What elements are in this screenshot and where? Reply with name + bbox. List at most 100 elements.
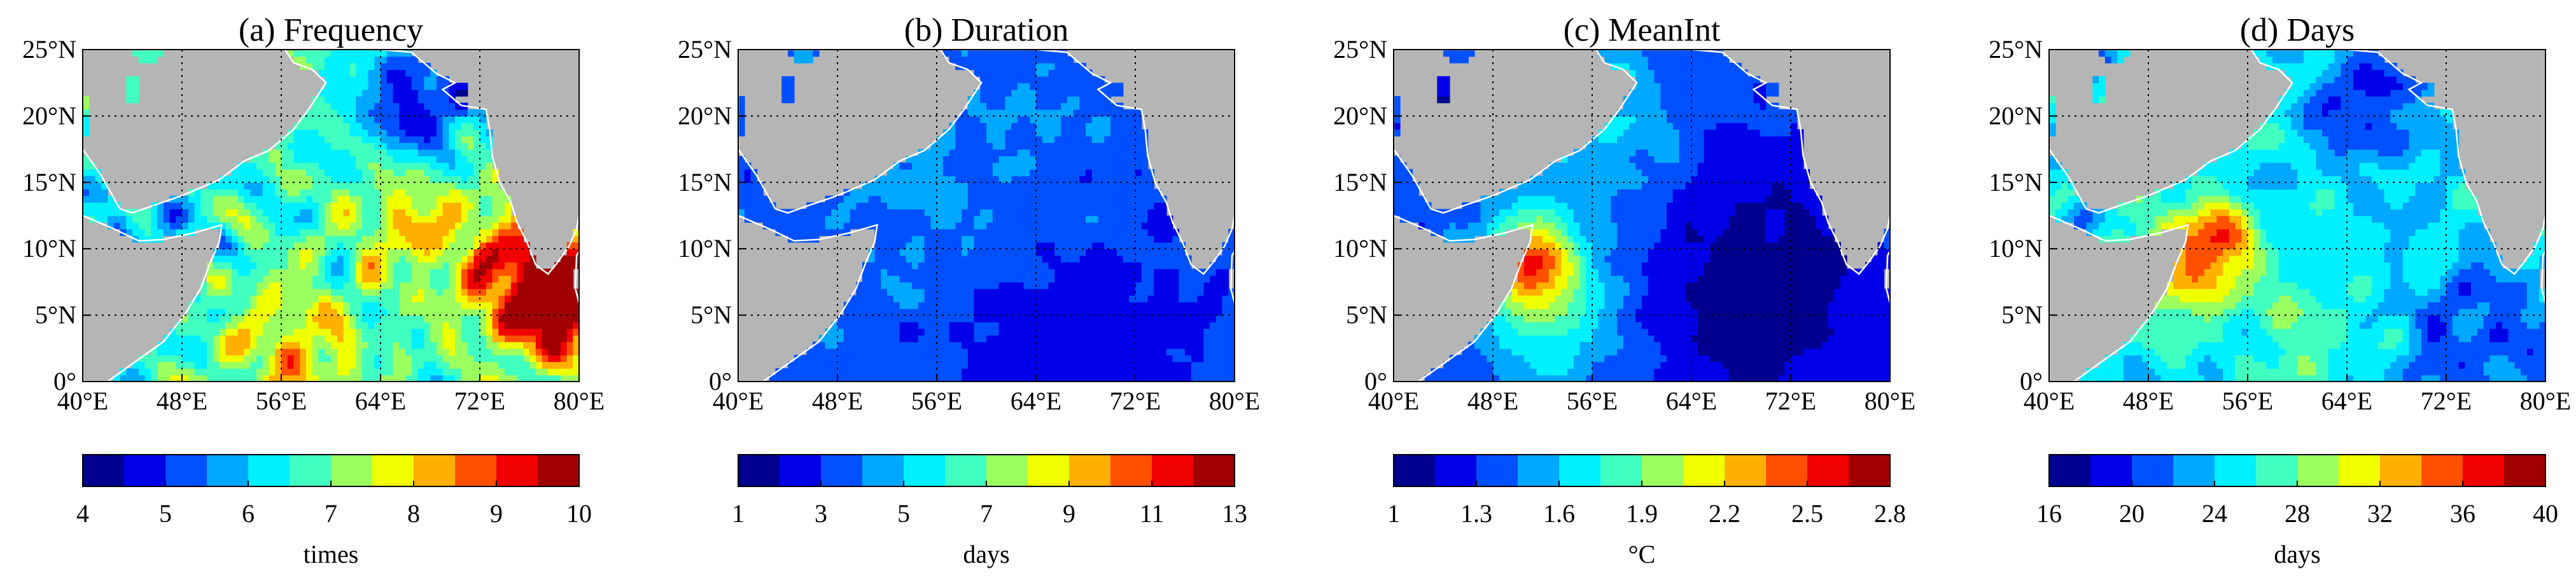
field-cell — [980, 169, 987, 177]
field-cell — [331, 282, 338, 289]
field-cell — [275, 209, 282, 216]
field-cell — [992, 235, 1000, 243]
field-cell — [424, 375, 431, 382]
field-cell — [374, 76, 381, 83]
field-cell — [893, 182, 900, 189]
field-cell — [1054, 76, 1061, 83]
field-cell — [381, 341, 388, 349]
field-cell — [1147, 216, 1155, 223]
field-cell — [244, 282, 251, 289]
field-cell — [1067, 328, 1074, 336]
field-cell — [1098, 288, 1105, 296]
field-cell — [256, 301, 263, 309]
field-cell — [1086, 295, 1093, 303]
field-cell — [480, 109, 487, 117]
field-cell — [213, 341, 220, 349]
field-cell — [318, 288, 326, 296]
field-cell — [455, 102, 462, 110]
field-cell — [250, 255, 257, 263]
field-cell — [998, 169, 1006, 177]
field-cell — [194, 334, 202, 343]
field-cell — [287, 242, 295, 249]
field-cell — [269, 156, 276, 163]
field-cell — [405, 182, 412, 189]
field-cell — [1098, 375, 1105, 382]
field-cell — [1129, 375, 1136, 382]
field-cell — [207, 268, 214, 276]
field-cell — [386, 169, 394, 177]
field-cell — [1104, 268, 1111, 276]
field-cell — [237, 235, 245, 243]
field-cell — [1036, 129, 1043, 137]
field-cell — [287, 195, 295, 203]
field-cell — [1086, 169, 1093, 177]
field-cell — [794, 375, 801, 382]
field-cell — [374, 348, 381, 355]
field-cell — [480, 322, 487, 329]
field-cell — [893, 328, 900, 336]
field-cell — [1030, 189, 1037, 196]
field-cell — [436, 355, 444, 362]
field-cell — [955, 282, 962, 289]
field-cell — [1086, 235, 1093, 243]
field-cell — [1079, 368, 1086, 376]
field-cell — [374, 228, 381, 237]
field-cell — [1017, 102, 1025, 110]
field-cell — [1098, 76, 1105, 83]
field-cell — [213, 328, 220, 336]
field-cell — [461, 135, 468, 143]
field-cell — [1135, 235, 1142, 243]
field-cell — [1160, 295, 1167, 303]
field-cell — [974, 308, 981, 316]
field-cell — [881, 368, 888, 376]
field-cell — [237, 275, 245, 283]
field-cell — [1079, 328, 1086, 336]
x-tick-label: 72°E — [454, 387, 505, 415]
field-cell — [287, 142, 295, 150]
field-cell — [1135, 202, 1142, 210]
field-cell — [361, 182, 369, 189]
field-cell — [942, 262, 950, 270]
field-cell — [1011, 262, 1018, 270]
field-cell — [349, 176, 356, 183]
field-cell — [1036, 262, 1043, 270]
field-cell — [1011, 255, 1018, 263]
field-cell — [930, 322, 937, 329]
field-cell — [1067, 109, 1074, 117]
field-cell — [436, 189, 444, 196]
field-cell — [560, 295, 568, 303]
field-cell — [461, 169, 468, 177]
field-cell — [442, 375, 450, 382]
field-cell — [1123, 162, 1130, 170]
field-cell — [356, 102, 363, 110]
field-cell — [368, 255, 375, 263]
field-cell — [542, 334, 549, 343]
field-cell — [337, 361, 344, 369]
field-cell — [505, 355, 512, 362]
field-cell — [1172, 242, 1180, 249]
field-cell — [813, 375, 820, 382]
field-cell — [399, 149, 406, 156]
field-cell — [1123, 189, 1130, 196]
field-cell — [331, 50, 338, 57]
field-cell — [1061, 96, 1068, 104]
field-cell — [937, 355, 944, 362]
coastline — [81, 214, 223, 383]
field-cell — [955, 235, 962, 243]
field-cell — [1061, 222, 1068, 230]
field-cell — [232, 169, 239, 177]
field-cell — [393, 116, 400, 123]
field-cell — [1017, 156, 1025, 163]
field-cell — [356, 50, 363, 57]
field-cell — [399, 315, 406, 322]
field-cell — [381, 202, 388, 210]
field-cell — [281, 308, 288, 316]
field-cell — [318, 282, 326, 289]
field-cell — [343, 275, 351, 283]
field-cell — [517, 301, 524, 309]
field-cell — [980, 322, 987, 329]
field-cell — [1036, 116, 1043, 123]
field-cell — [386, 89, 394, 97]
field-cell — [337, 322, 344, 329]
field-cell — [1011, 216, 1018, 223]
